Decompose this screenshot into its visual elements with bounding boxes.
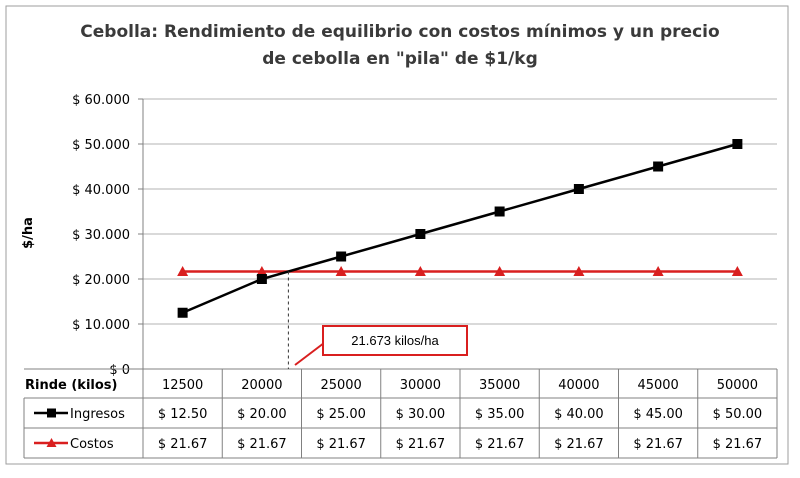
table-value: $ 40.00 <box>554 407 604 422</box>
table-value: $ 20.00 <box>237 407 287 422</box>
annotation-box <box>322 325 468 356</box>
table-value: $ 12.50 <box>158 407 208 422</box>
y-tick-label: $ 20.000 <box>72 273 130 288</box>
data-point-square <box>336 251 347 262</box>
y-tick-label: $ 10.000 <box>72 318 130 333</box>
data-point-triangle <box>256 265 268 276</box>
table-value: $ 21.67 <box>316 437 366 452</box>
gridlines <box>138 98 777 370</box>
data-point-square <box>653 161 664 172</box>
annotation: 21.673 kilos/ha <box>287 271 468 369</box>
y-tick-label: $ 60.000 <box>72 93 130 108</box>
data-point-square <box>177 307 188 318</box>
data-table: Rinde (kilos) 12500 20000 25000 30000 35000 40… <box>23 368 778 459</box>
data-point-square <box>415 229 426 239</box>
x-tick-label: 45000 <box>637 378 678 393</box>
data-point-triangle <box>652 265 664 276</box>
series-line-ingresos <box>182 142 738 314</box>
data-point-square <box>494 206 505 217</box>
x-tick-label: 30000 <box>400 378 441 393</box>
x-tick-label: 35000 <box>479 378 520 393</box>
y-tick-labels: $ 0 $ 10.000 $ 20.000 $ 30.000 $ 40.000 $ 50.… <box>72 93 130 378</box>
annotation-leader <box>294 342 325 366</box>
legend-label: Ingresos <box>70 407 125 422</box>
y-axis-label: $/ha <box>21 217 36 249</box>
x-tick-label: 50000 <box>717 378 758 393</box>
table-value: $ 25.00 <box>316 407 366 422</box>
plot-area <box>177 139 743 318</box>
table-value: $ 21.67 <box>633 437 683 452</box>
table-value: $ 30.00 <box>396 407 446 422</box>
data-point-square <box>256 274 267 284</box>
y-tick-label: $ 50.000 <box>72 138 130 153</box>
y-tick-label: $ 30.000 <box>72 228 130 243</box>
data-point-square <box>732 139 743 149</box>
annotation-label: 21.673 kilos/ha <box>351 333 439 348</box>
x-tick-label: 25000 <box>320 378 361 393</box>
x-axis-label: Rinde (kilos) <box>25 378 117 393</box>
data-point-triangle <box>731 265 743 276</box>
x-tick-label: 40000 <box>558 378 599 393</box>
table-value: $ 21.67 <box>713 437 763 452</box>
table-value: $ 45.00 <box>633 407 683 422</box>
table-value: $ 21.67 <box>475 437 525 452</box>
data-point-triangle <box>414 265 426 276</box>
table-value: $ 35.00 <box>475 407 525 422</box>
chart-title-line1: Cebolla: Rendimiento de equilibrio con c… <box>80 22 719 42</box>
data-point-triangle <box>573 265 585 276</box>
x-tick-label: 12500 <box>162 378 203 393</box>
table-value: $ 50.00 <box>713 407 763 422</box>
data-point-triangle <box>494 265 506 276</box>
table-value: $ 21.67 <box>158 437 208 452</box>
chart-title-line2: de cebolla en "pila" de $1/kg <box>262 49 538 69</box>
legend-marker-triangle <box>46 438 57 447</box>
y-tick-label: $ 40.000 <box>72 183 130 198</box>
data-point-square <box>573 184 584 194</box>
data-point-triangle <box>177 265 189 276</box>
data-point-triangle <box>335 265 347 276</box>
table-value: $ 21.67 <box>554 437 604 452</box>
legend-label: Costos <box>70 437 114 452</box>
table-value: $ 21.67 <box>237 437 287 452</box>
x-tick-label: 20000 <box>241 378 282 393</box>
y-tick-label: $ 0 <box>109 363 130 378</box>
table-value: $ 21.67 <box>396 437 446 452</box>
legend-marker-square <box>47 408 56 418</box>
